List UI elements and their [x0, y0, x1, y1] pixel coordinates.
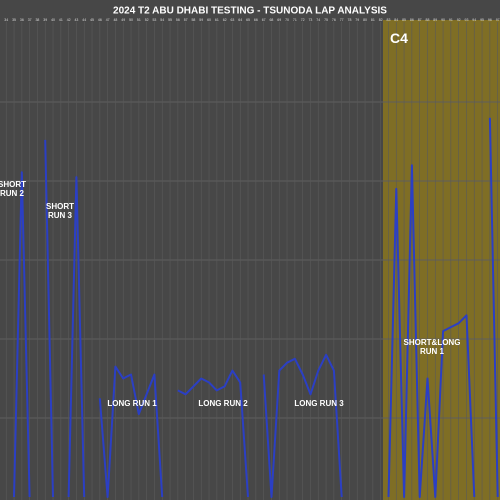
lap-line	[13, 171, 31, 498]
x-tick-label: 55	[168, 18, 172, 22]
x-tick-label: 47	[106, 18, 110, 22]
x-tick-label: 69	[277, 18, 281, 22]
annotation: SHORT&LONG RUN 1	[403, 338, 461, 356]
x-tick-label: 81	[371, 18, 375, 22]
x-tick-label: 45	[90, 18, 94, 22]
x-tick-label: 79	[355, 18, 359, 22]
x-tick-label: 77	[340, 18, 344, 22]
lap-line	[488, 117, 499, 498]
x-tick-label: 43	[74, 18, 78, 22]
x-tick-label: 70	[285, 18, 289, 22]
x-tick-label: 37	[28, 18, 32, 22]
lap-line	[67, 176, 86, 498]
x-tick-label: 76	[332, 18, 336, 22]
x-tick-label: 88	[426, 18, 430, 22]
x-tick-label: 49	[121, 18, 125, 22]
x-tick-label: 84	[394, 18, 398, 22]
x-tick-label: 44	[82, 18, 86, 22]
x-tick-label: 85	[402, 18, 406, 22]
x-tick-label: 83	[387, 18, 391, 22]
x-tick-label: 72	[301, 18, 305, 22]
x-tick-label: 75	[324, 18, 328, 22]
annotation: LONG RUN 3	[294, 399, 344, 408]
lap-line	[387, 164, 476, 498]
x-tick-label: 68	[269, 18, 273, 22]
annotation: LONG RUN 2	[198, 399, 248, 408]
x-tick-label: 40	[51, 18, 55, 22]
x-tick-label: 60	[207, 18, 211, 22]
x-tick-label: 61	[215, 18, 219, 22]
lap-line	[262, 353, 343, 498]
x-tick-label: 97	[496, 18, 500, 22]
x-tick-label: 41	[59, 18, 63, 22]
x-tick-label: 52	[145, 18, 149, 22]
x-tick-label: 54	[160, 18, 164, 22]
x-tick-label: 74	[316, 18, 320, 22]
x-tick-label: 46	[98, 18, 102, 22]
x-tick-label: 35	[12, 18, 16, 22]
x-tick-label: 63	[230, 18, 234, 22]
x-tick-label: 86	[410, 18, 414, 22]
x-tick-label: 53	[152, 18, 156, 22]
x-tick-label: 67	[262, 18, 266, 22]
x-tick-label: 64	[238, 18, 242, 22]
x-tick-label: 50	[129, 18, 133, 22]
x-tick-label: 90	[441, 18, 445, 22]
x-tick-label: 65	[246, 18, 250, 22]
x-tick-label: 62	[223, 18, 227, 22]
lap-line	[177, 369, 249, 498]
x-tick-label: 42	[67, 18, 71, 22]
series-group	[13, 117, 499, 498]
x-tick-label: 56	[176, 18, 180, 22]
x-tick-label: 78	[348, 18, 352, 22]
lap-line	[44, 139, 54, 498]
x-tick-label: 39	[43, 18, 47, 22]
x-tick-label: 34	[4, 18, 8, 22]
annotation: SHORT RUN 3	[46, 202, 74, 220]
x-tick-label: 38	[35, 18, 39, 22]
x-tick-label: 93	[465, 18, 469, 22]
chart-title: 2024 T2 ABU DHABI TESTING - TSUNODA LAP …	[113, 6, 387, 17]
annotation: LONG RUN 1	[107, 399, 157, 408]
annotation: SHORT RUN 2	[0, 180, 26, 198]
x-tick-label: 91	[449, 18, 453, 22]
x-tick-label: 89	[433, 18, 437, 22]
x-tick-label: 82	[379, 18, 383, 22]
lap-line	[98, 365, 164, 498]
x-tick-label: 92	[457, 18, 461, 22]
x-tick-label: 51	[137, 18, 141, 22]
x-tick-label: 96	[488, 18, 492, 22]
x-tick-label: 73	[308, 18, 312, 22]
x-tick-label: 71	[293, 18, 297, 22]
x-tick-label: 87	[418, 18, 422, 22]
x-tick-label: 95	[480, 18, 484, 22]
x-tick-label: 59	[199, 18, 203, 22]
compound-label: C4	[390, 30, 408, 46]
x-tick-label: 80	[363, 18, 367, 22]
x-tick-label: 57	[184, 18, 188, 22]
x-tick-label: 94	[472, 18, 476, 22]
x-tick-label: 58	[191, 18, 195, 22]
x-tick-label: 36	[20, 18, 24, 22]
x-tick-label: 48	[113, 18, 117, 22]
x-tick-label: 66	[254, 18, 258, 22]
